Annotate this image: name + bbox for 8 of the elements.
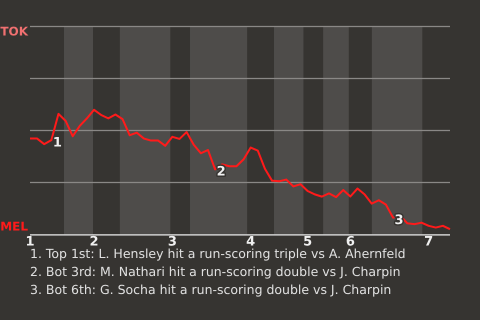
annotation: 2 xyxy=(216,164,226,180)
annotation: 3 xyxy=(394,213,404,228)
annotation: 1 xyxy=(52,136,62,151)
ref-line-label: TOK xyxy=(0,24,29,39)
text: 3. Bot 6th: G. Socha hit a run-scoring double vs J. Charpin xyxy=(30,281,392,299)
x-tick-label: 7 xyxy=(424,234,434,250)
text: MEL xyxy=(0,220,28,234)
text: 2. Bot 3rd: M. Nathari hit a run-scoring double vs J. Charpin xyxy=(30,263,402,281)
